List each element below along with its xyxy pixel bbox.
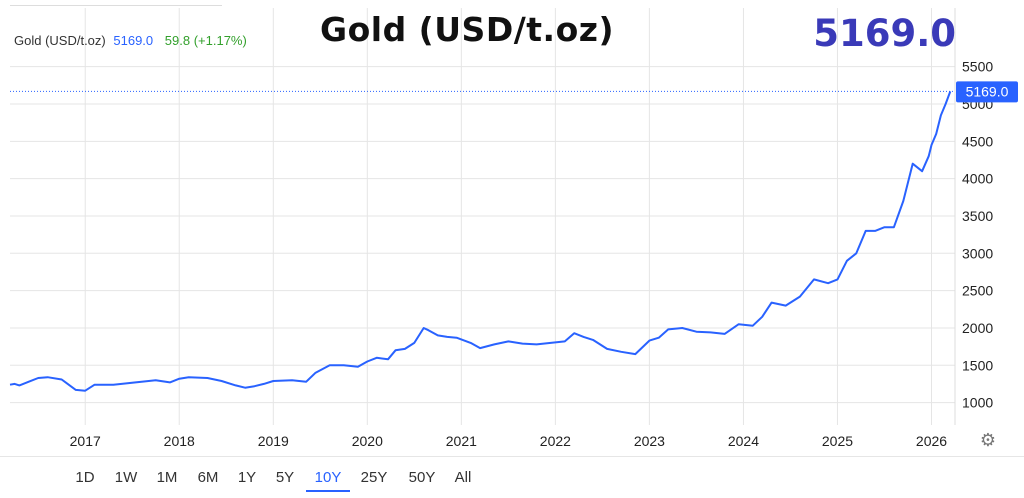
- y-tick-label: 3000: [962, 245, 993, 261]
- legend-price: 5169.0: [113, 33, 154, 48]
- range-6m-button[interactable]: 6M: [197, 469, 219, 486]
- range-selector: 1D 1W 1M 6M 1Y 5Y 10Y 25Y 50Y All: [0, 456, 1024, 494]
- range-25y-button[interactable]: 25Y: [360, 469, 388, 486]
- x-tick-label: 2018: [164, 433, 195, 449]
- x-tick-label: 2026: [916, 433, 947, 449]
- x-tick-label: 2024: [728, 433, 759, 449]
- x-tick-label: 2019: [258, 433, 289, 449]
- legend-change-pct: (+1.17%): [193, 33, 247, 48]
- y-tick-label: 5500: [962, 59, 993, 75]
- legend-change-value: 59.8: [164, 33, 191, 48]
- big-price-label: 5169.0: [813, 12, 956, 55]
- y-tick-label: 2500: [962, 283, 993, 299]
- y-tick-label: 1000: [962, 395, 993, 411]
- x-tick-label: 2022: [540, 433, 571, 449]
- last-price-tag: [956, 81, 1018, 103]
- range-5y-button[interactable]: 5Y: [275, 469, 295, 486]
- legend: Gold (USD/t.oz) 5169.0 59.8 (+1.17%): [14, 33, 247, 48]
- x-tick-label: 2021: [446, 433, 477, 449]
- range-all-button[interactable]: All: [454, 469, 472, 486]
- x-tick-label: 2020: [352, 433, 383, 449]
- x-tick-label: 2017: [70, 433, 101, 449]
- top-divider: [10, 5, 222, 6]
- gear-icon[interactable]: ⚙: [979, 430, 997, 450]
- x-tick-label: 2023: [634, 433, 665, 449]
- x-tick-label: 2025: [822, 433, 853, 449]
- range-1m-button[interactable]: 1M: [156, 469, 178, 486]
- chart-title: Gold (USD/t.oz): [320, 10, 615, 49]
- range-1w-button[interactable]: 1W: [114, 469, 138, 486]
- legend-symbol: Gold (USD/t.oz): [14, 33, 106, 48]
- range-1d-button[interactable]: 1D: [75, 469, 95, 486]
- range-10y-button[interactable]: 10Y: [306, 466, 350, 492]
- y-tick-label: 1500: [962, 357, 993, 373]
- legend-change: 59.8 (+1.17%): [165, 33, 247, 48]
- y-tick-label: 4000: [962, 171, 993, 187]
- range-50y-button[interactable]: 50Y: [408, 469, 436, 486]
- gold-price-line: [9, 91, 952, 392]
- y-tick-label: 4500: [962, 133, 993, 149]
- range-1y-button[interactable]: 1Y: [237, 469, 257, 486]
- y-tick-label: 3500: [962, 208, 993, 224]
- last-price-tag-label: 5169.0: [966, 83, 1009, 99]
- y-tick-label: 2000: [962, 320, 993, 336]
